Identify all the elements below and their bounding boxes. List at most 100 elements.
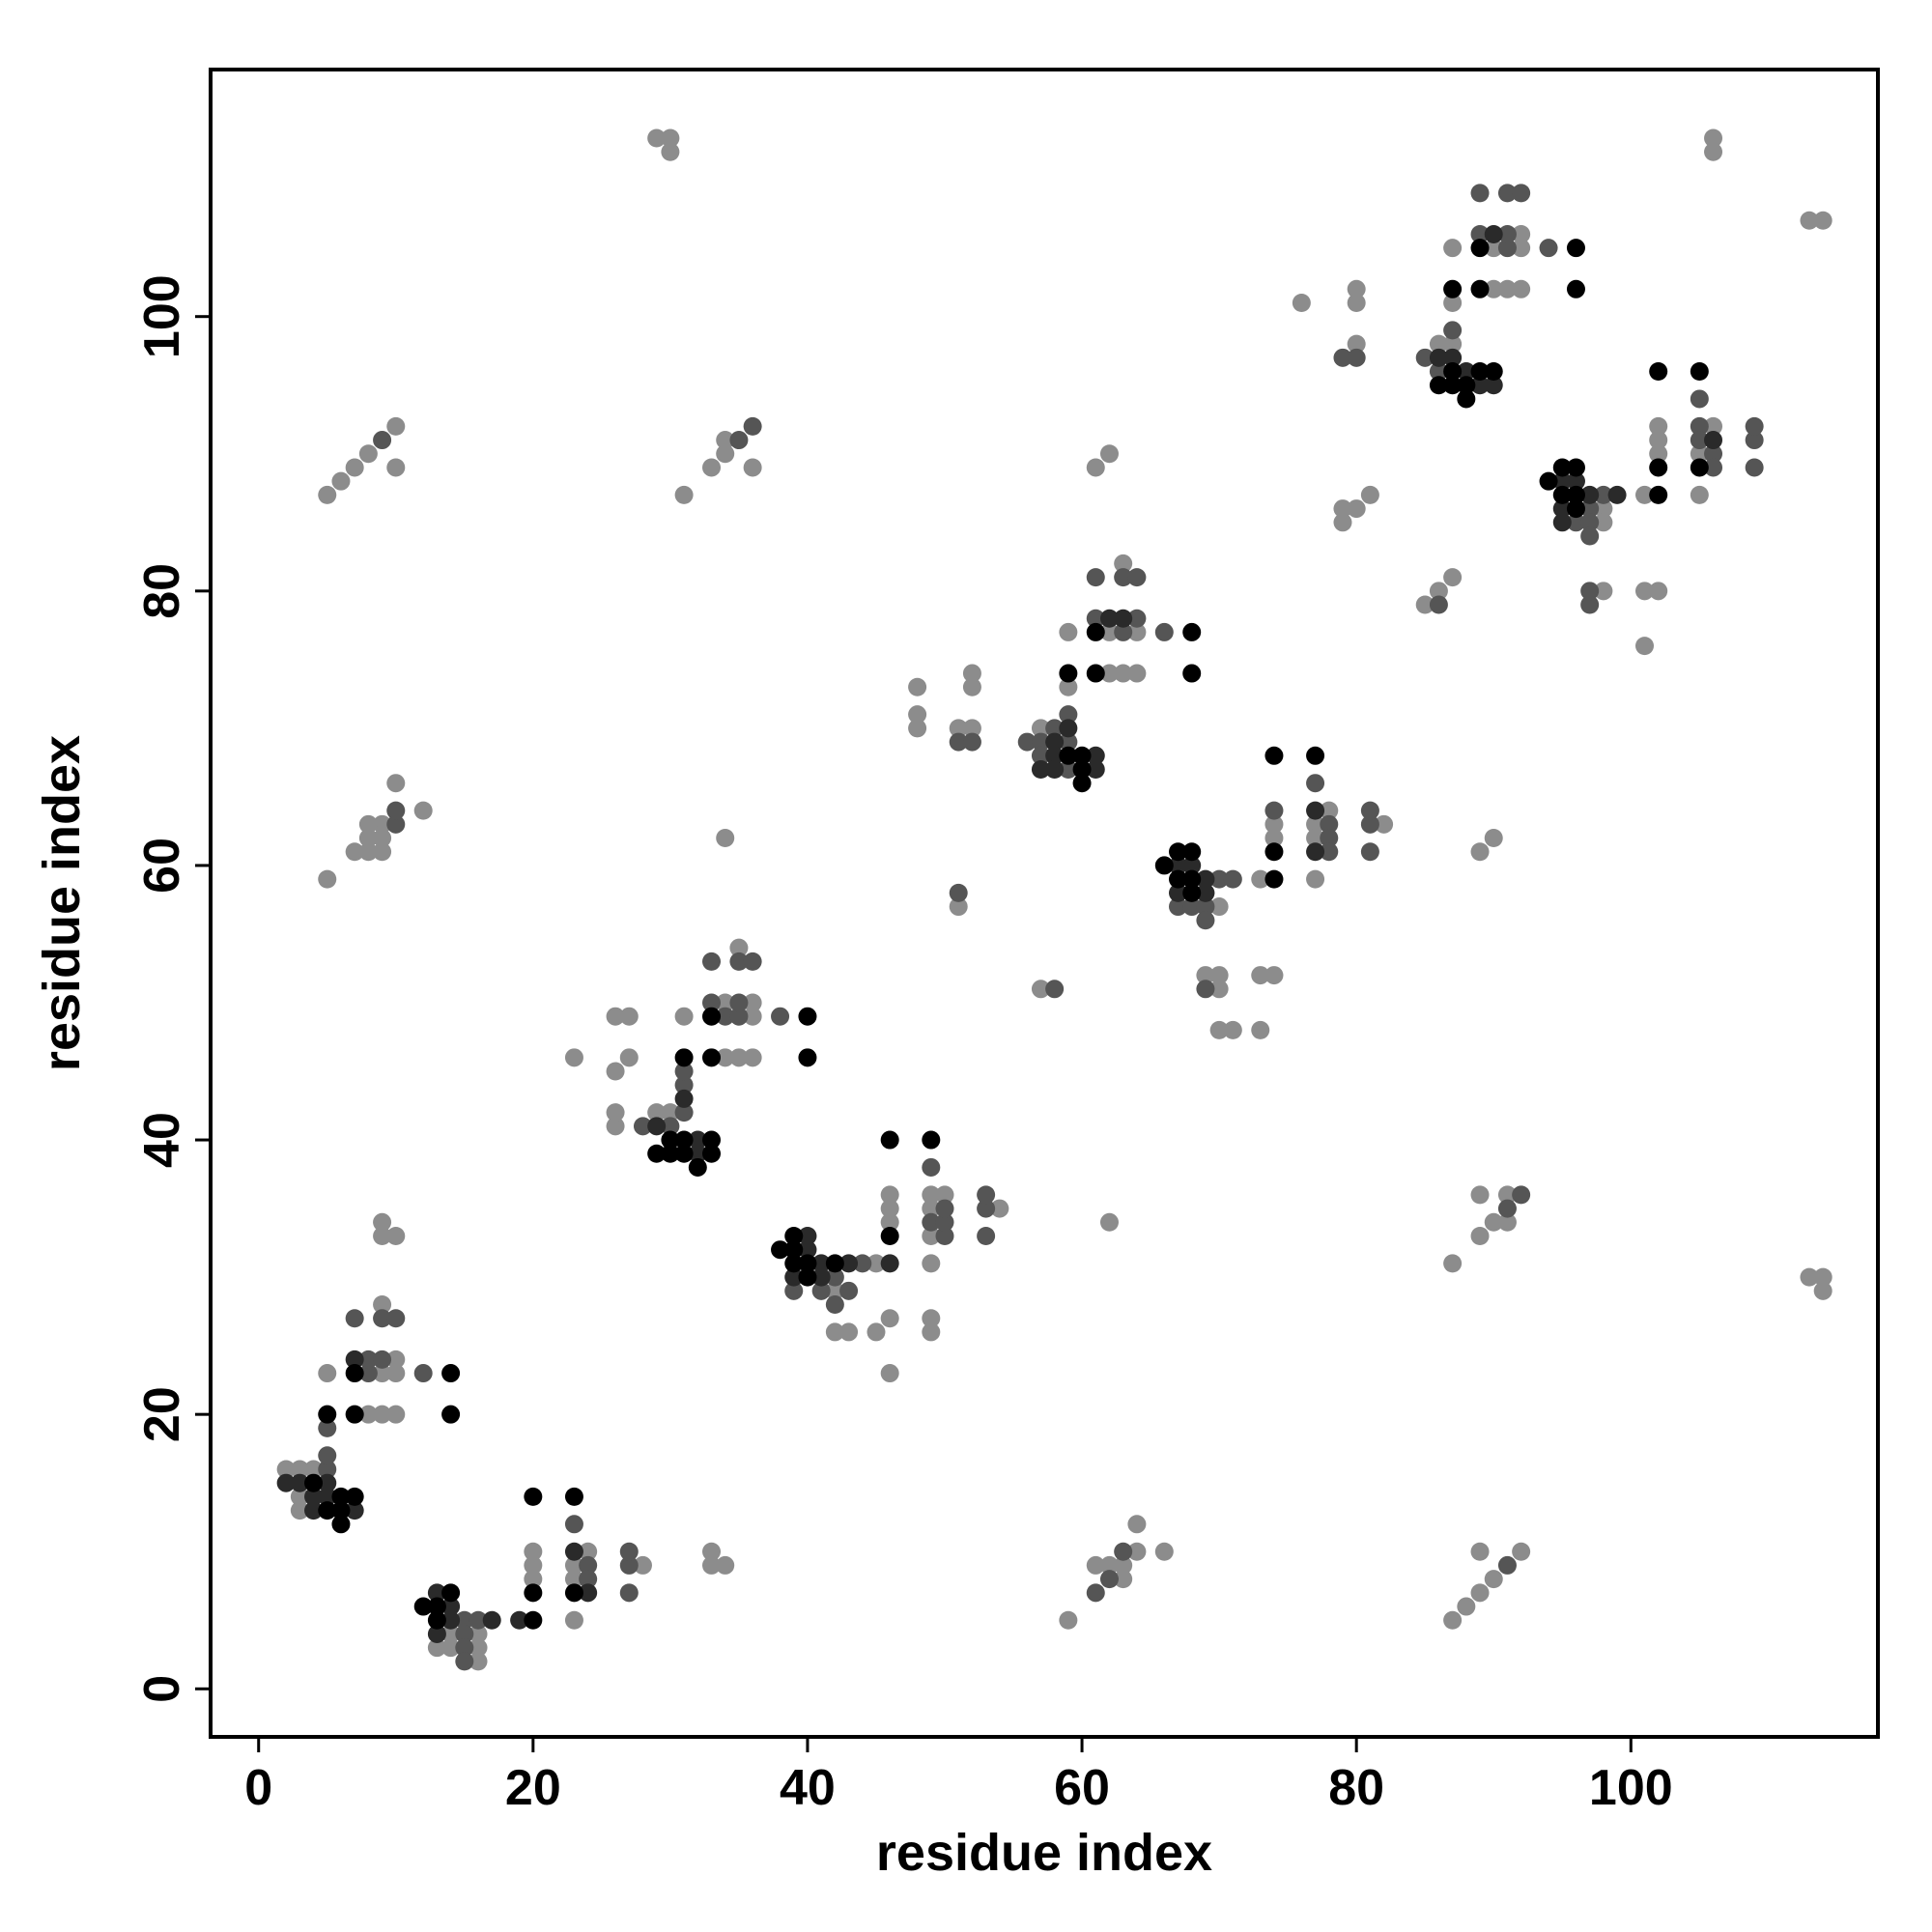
contact-point <box>1704 416 1723 436</box>
contact-point <box>1484 376 1503 395</box>
contact-point <box>880 1309 899 1328</box>
contact-point <box>373 1405 392 1424</box>
contact-point <box>716 444 735 464</box>
contact-point <box>1196 980 1215 999</box>
contact-point <box>811 1281 831 1300</box>
contact-point <box>318 1460 337 1479</box>
contact-point <box>688 1144 707 1163</box>
contact-point <box>1800 1267 1819 1287</box>
contact-point <box>524 1555 543 1575</box>
contact-point <box>702 952 722 971</box>
contact-point <box>358 842 378 862</box>
contact-point <box>1347 279 1366 298</box>
contact-point <box>1045 759 1065 779</box>
contact-point <box>825 1281 844 1300</box>
contact-point <box>935 1212 954 1232</box>
contact-point <box>1813 1267 1833 1287</box>
contact-point <box>798 1048 817 1067</box>
contact-point <box>798 1240 817 1260</box>
axis-ticks: 0 20 40 60 80 100 0 20 40 60 80 100 <box>134 274 1673 1816</box>
contact-point <box>1470 362 1490 382</box>
contact-point <box>413 1597 433 1616</box>
contact-point <box>962 732 981 752</box>
contact-point <box>469 1652 488 1671</box>
contact-point <box>1745 431 1764 450</box>
contact-point <box>1552 471 1572 491</box>
contact-point <box>867 1322 886 1342</box>
contact-point <box>1512 1542 1531 1561</box>
contact-point <box>331 1487 351 1506</box>
data-points <box>276 128 1833 1671</box>
contact-point <box>949 883 968 902</box>
contact-point <box>1580 595 1600 614</box>
contact-point <box>1264 829 1284 848</box>
contact-point <box>1086 568 1105 587</box>
contact-point <box>386 1226 406 1245</box>
contact-point <box>619 1542 639 1561</box>
y-tick-label: 0 <box>134 1675 190 1703</box>
contact-point <box>619 1555 639 1575</box>
contact-point <box>318 1446 337 1465</box>
contact-point <box>1182 897 1202 917</box>
contact-point <box>1512 1185 1531 1205</box>
y-tick-label: 80 <box>134 563 190 619</box>
contact-point <box>1484 224 1503 243</box>
contact-point <box>1333 513 1352 532</box>
contact-point <box>318 1405 337 1424</box>
contact-point <box>564 1542 583 1561</box>
contact-point <box>1264 746 1284 765</box>
contact-point <box>674 1130 694 1150</box>
contact-point <box>304 1487 324 1506</box>
contact-point <box>413 1364 433 1383</box>
contact-point <box>1196 911 1215 930</box>
contact-point <box>1457 376 1476 395</box>
contact-point <box>1223 869 1242 889</box>
contact-point <box>441 1583 461 1603</box>
contact-point <box>427 1638 446 1658</box>
contact-point <box>1470 279 1490 298</box>
contact-point <box>1457 389 1476 409</box>
contact-point <box>647 128 667 148</box>
x-tick-label: 0 <box>244 1760 272 1816</box>
contact-point <box>345 1487 364 1506</box>
contact-point <box>702 1007 722 1026</box>
contact-point <box>1320 842 1339 862</box>
contact-point <box>1154 1542 1174 1561</box>
contact-point <box>1512 224 1531 243</box>
contact-point <box>1429 348 1448 367</box>
contact-point <box>908 705 927 724</box>
contact-point <box>1470 376 1490 395</box>
contact-point <box>1059 705 1078 724</box>
contact-point <box>524 1583 543 1603</box>
contact-point <box>276 1473 296 1492</box>
contact-point <box>825 1254 844 1273</box>
contact-point <box>441 1610 461 1630</box>
contact-point <box>922 1226 941 1245</box>
contact-point <box>1566 279 1585 298</box>
contact-point <box>674 1089 694 1108</box>
contact-point <box>784 1240 804 1260</box>
contact-point <box>771 1240 790 1260</box>
contact-point <box>1457 1597 1476 1616</box>
contact-point <box>606 1103 625 1122</box>
contact-point <box>427 1610 446 1630</box>
contact-point <box>1333 499 1352 519</box>
contact-point <box>1497 184 1517 203</box>
contact-point <box>716 993 735 1012</box>
contact-point <box>373 842 392 862</box>
contact-point <box>564 1555 583 1575</box>
contact-point <box>524 1487 543 1506</box>
contact-point <box>1182 883 1202 902</box>
contact-point <box>1649 582 1668 601</box>
contact-point <box>661 128 680 148</box>
contact-point <box>1182 622 1202 641</box>
contact-point <box>743 952 762 971</box>
contact-point <box>1306 829 1325 848</box>
contact-point <box>825 1322 844 1342</box>
contact-point <box>1086 458 1105 477</box>
contact-point <box>1264 814 1284 834</box>
contact-point <box>1127 1515 1147 1534</box>
contact-point <box>1182 856 1202 875</box>
contact-point <box>1484 362 1503 382</box>
